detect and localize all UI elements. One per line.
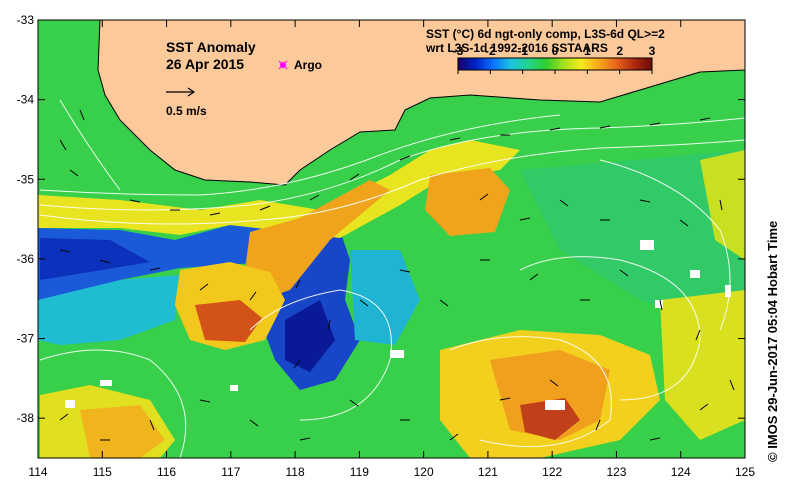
colorbar-tick-label: 1 — [584, 44, 591, 58]
anomaly-patch-yellow-east — [660, 290, 745, 440]
credit-text: © IMOS 29-Jun-2017 05:04 Hobart Time — [765, 220, 780, 462]
y-tick-label: -36 — [17, 252, 35, 266]
anomaly-patch-green-east — [520, 150, 745, 330]
map-title: SST Anomaly — [166, 39, 256, 55]
colorbar-tick-label: -1 — [517, 44, 528, 58]
anomaly-patch-blue-west-core — [40, 238, 150, 280]
x-tick-label: 121 — [478, 465, 498, 479]
anomaly-patch-yellow-coast — [38, 140, 520, 238]
x-tick-label: 119 — [350, 465, 369, 479]
x-tick-label: 117 — [221, 465, 240, 479]
argo-marker-icon — [278, 60, 288, 70]
y-tick-label: -33 — [17, 13, 35, 27]
colorbar-tick-label: 2 — [616, 44, 623, 58]
x-tick-label: 124 — [671, 465, 691, 479]
scale-arrow-icon — [166, 87, 196, 97]
anomaly-patch-blue-central-core — [285, 300, 335, 372]
x-tick-label: 123 — [606, 465, 626, 479]
y-tick-label: -34 — [17, 93, 35, 107]
anomaly-patch-cyan-central — [350, 250, 420, 345]
argo-legend: Argo — [278, 58, 322, 72]
colorbar-fill — [457, 57, 653, 71]
x-tick-label: 125 — [735, 465, 755, 479]
anomaly-patch-orange-north — [425, 168, 510, 236]
x-axis-ticks: 114 115 116 117 118 119 120 121 122 123 124 125 — [28, 20, 755, 479]
colorbar: -3 -2 -1 0 1 2 3 — [453, 44, 656, 74]
colorbar-tick-label: 0 — [552, 44, 559, 58]
anomaly-patch-orange-south — [490, 350, 610, 440]
current-vectors — [59, 109, 735, 441]
x-tick-label: 118 — [286, 465, 305, 479]
y-tick-label: -35 — [17, 172, 35, 186]
y-axis-ticks: -33-34-35-36-37-38 — [17, 13, 745, 425]
anomaly-patch-cyan-west — [38, 275, 180, 345]
scale-label: 0.5 m/s — [166, 104, 207, 118]
velocity-scale: 0.5 m/s — [166, 87, 207, 118]
y-tick-label: -37 — [17, 332, 35, 346]
colorbar-tick-label: -2 — [485, 44, 496, 58]
x-tick-label: 122 — [542, 465, 562, 479]
x-tick-label: 120 — [414, 465, 434, 479]
x-tick-label: 114 — [28, 465, 47, 479]
map-date: 26 Apr 2015 — [166, 56, 244, 72]
anomaly-patch-orange-southwest — [80, 405, 165, 458]
colorbar-ticks: -3 -2 -1 0 1 2 3 — [453, 44, 656, 74]
argo-label: Argo — [294, 58, 322, 72]
plot-frame — [37, 19, 746, 459]
anomaly-patch-yellow-far-east — [700, 150, 745, 260]
x-tick-label: 115 — [93, 465, 112, 479]
y-tick-label: -38 — [17, 411, 35, 425]
x-tick-label: 116 — [157, 465, 176, 479]
anomaly-patch-orange-tongue — [245, 180, 390, 300]
sst-field — [38, 20, 745, 458]
product-line-2: wrt L3S-1d 1992-2016 SSTAARS — [425, 41, 608, 55]
anomaly-patch-red-west — [195, 300, 262, 342]
colorbar-tick-label: -3 — [453, 44, 464, 58]
colorbar-tick-label: 3 — [649, 44, 656, 58]
product-line-1: SST (°C) 6d ngt-only comp, L3S-6d QL>=2 — [426, 27, 665, 41]
